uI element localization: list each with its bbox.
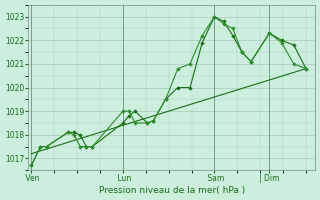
X-axis label: Pression niveau de la mer( hPa ): Pression niveau de la mer( hPa ) [99,186,245,195]
